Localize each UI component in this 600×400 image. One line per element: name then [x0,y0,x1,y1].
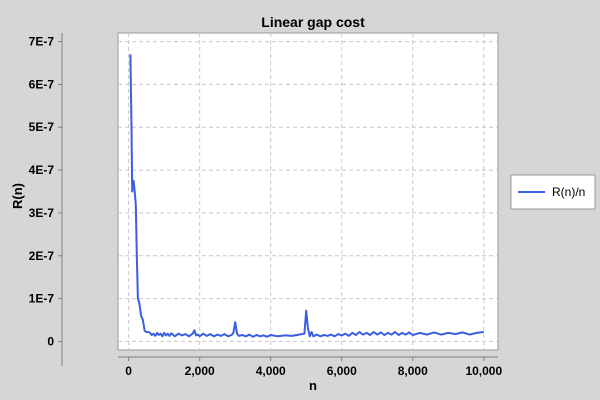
y-tick-label: 0 [47,334,54,348]
legend-label: R(n)/n [552,185,585,199]
plot-area [117,32,499,351]
y-tick-label: 5E-7 [29,120,55,134]
y-tick-label: 3E-7 [29,206,55,220]
y-tick-label: 4E-7 [29,163,55,177]
y-axis: 0 1E-7 2E-7 3E-7 4E-7 5E-7 6E-7 7E-7 [29,33,63,366]
x-tick-label: 6,000 [327,364,357,378]
y-tick-label: 7E-7 [29,35,55,49]
chart-title: Linear gap cost [261,14,365,30]
series-line-r-n-over-n [129,54,484,338]
x-axis-title: n [309,378,317,393]
y-tick-label: 1E-7 [29,292,55,306]
y-tick-label: 6E-7 [29,77,55,91]
x-axis: 0 2,000 4,000 6,000 8,000 10,000 [118,356,502,378]
x-tick-label: 10,000 [465,364,502,378]
x-tick-label: 4,000 [256,364,286,378]
x-tick-label: 2,000 [185,364,215,378]
x-tick-label: 8,000 [398,364,428,378]
y-axis-title: R(n) [10,183,25,209]
grid-lines [118,33,498,350]
legend: R(n)/n [510,174,596,210]
series-layer [129,54,484,338]
y-tick-label: 2E-7 [29,249,55,263]
x-tick-label: 0 [125,364,132,378]
